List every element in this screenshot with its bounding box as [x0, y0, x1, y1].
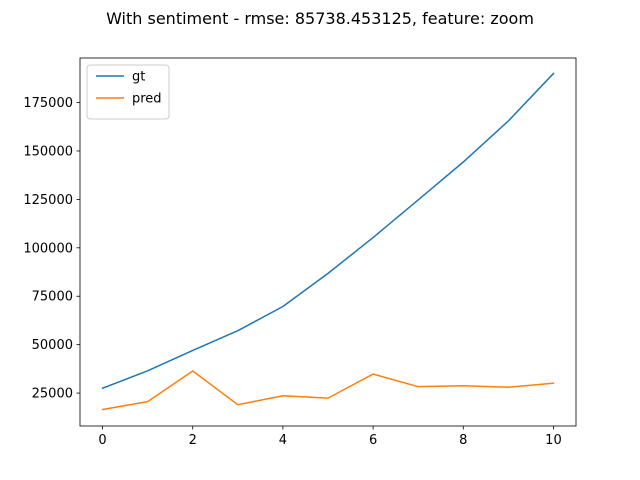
axes: 0 2 4 6 8 10 25000 50000 75000 100000 125000 150000…	[23, 57, 577, 448]
x-tick-label: 0	[98, 433, 106, 448]
y-tick-label: 125000	[23, 193, 73, 208]
x-tick-label: 10	[545, 433, 562, 448]
y-tick-label: 25000	[32, 387, 73, 402]
series-line-pred	[101, 370, 555, 411]
legend: gt pred	[86, 64, 170, 120]
legend-box	[86, 64, 170, 120]
series-line-gt	[101, 72, 555, 390]
x-tick-label: 2	[189, 433, 197, 448]
x-tick-label: 8	[459, 433, 467, 448]
y-tick-label: 150000	[23, 144, 73, 159]
y-tick-label: 75000	[32, 290, 73, 305]
legend-label-gt: gt	[132, 70, 145, 85]
chart-title: With sentiment - rmse: 85738.453125, fea…	[106, 9, 534, 28]
plot-frame	[79, 57, 577, 427]
y-tick-label: 50000	[32, 338, 73, 353]
plot-lines	[101, 72, 555, 411]
legend-label-pred: pred	[132, 92, 162, 107]
y-tick-label: 175000	[23, 96, 73, 111]
x-tick-label: 4	[279, 433, 287, 448]
x-tick-label: 6	[369, 433, 377, 448]
y-tick-label: 100000	[23, 241, 73, 256]
